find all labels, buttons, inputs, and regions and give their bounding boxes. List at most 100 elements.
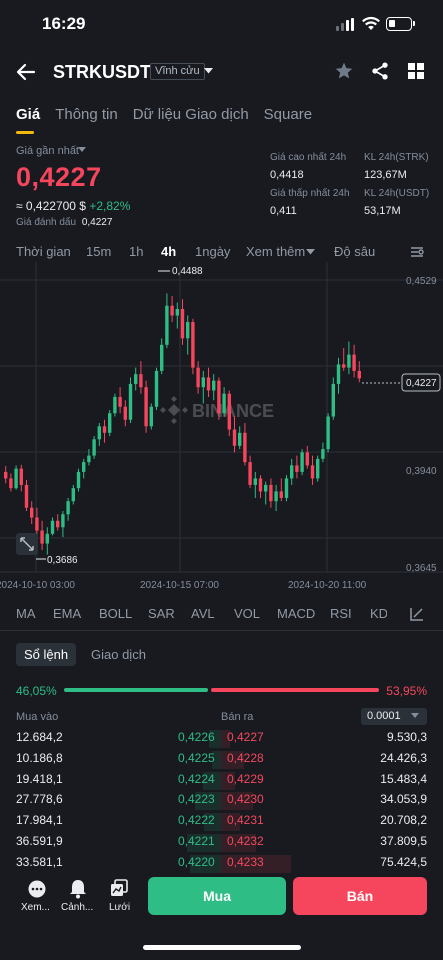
order-book-row[interactable]: 33.581,1 0,4220 0,4233 75.424,5 bbox=[0, 854, 443, 875]
candle-body bbox=[71, 488, 75, 502]
star-icon[interactable] bbox=[334, 61, 354, 81]
alert-label[interactable]: Cảnh... bbox=[61, 902, 94, 913]
candle-body bbox=[336, 364, 341, 384]
more-dropdown-icon[interactable] bbox=[306, 249, 315, 255]
symbol-dropdown-icon[interactable] bbox=[203, 67, 214, 75]
grid-label[interactable]: Lưới bbox=[109, 902, 131, 913]
share-icon[interactable] bbox=[370, 61, 390, 81]
tab-trades[interactable]: Giao dịch bbox=[91, 647, 146, 662]
vol-usdt-label: KL 24h(USDT) bbox=[364, 188, 430, 199]
last-price-label[interactable]: Giá gần nhất bbox=[16, 145, 79, 157]
timeframe-1h[interactable]: 1h bbox=[129, 244, 144, 259]
more-icon[interactable] bbox=[28, 880, 46, 898]
main-tabs: Giá Thông tin Dữ liệu Giao dịch Square bbox=[16, 106, 327, 123]
bid-depth-bar bbox=[189, 854, 221, 873]
candle-body bbox=[352, 354, 356, 371]
candle-body bbox=[196, 367, 200, 388]
order-book-row[interactable]: 36.591,9 0,4221 0,4232 37.809,5 bbox=[0, 834, 443, 854]
symbol-title[interactable]: STRKUSDT bbox=[53, 62, 151, 82]
timeframe-time[interactable]: Thời gian bbox=[16, 244, 71, 259]
x-tick-label: 2024-10-10 03:00 bbox=[0, 580, 75, 591]
candles-group bbox=[4, 293, 361, 555]
order-book-row[interactable]: 27.778,6 0,4223 0,4230 34.053,9 bbox=[0, 792, 443, 812]
indicator-rsi[interactable]: RSI bbox=[330, 606, 352, 621]
ask-quantity: 75.424,5 bbox=[380, 854, 427, 869]
timeframe-15m[interactable]: 15m bbox=[86, 244, 112, 259]
fullscreen-icon[interactable] bbox=[16, 533, 38, 555]
indicator-ma[interactable]: MA bbox=[16, 606, 36, 621]
ask-quantity: 34.053,9 bbox=[380, 792, 427, 807]
more-label[interactable]: Xem... bbox=[21, 902, 50, 913]
tick-dropdown-icon[interactable] bbox=[411, 713, 419, 719]
price-usd-line: ≈ 0,422700 $ +2,82% bbox=[16, 199, 130, 213]
candle-body bbox=[243, 432, 247, 463]
candle-body bbox=[24, 484, 29, 508]
candle-body bbox=[206, 377, 211, 391]
x-tick-label: 2024-10-20 11:00 bbox=[288, 580, 367, 591]
bid-price: 0,4223 bbox=[178, 792, 215, 807]
x-axis-labels: 2024-10-10 03:00 2024-10-15 07:00 2024-1… bbox=[0, 580, 367, 591]
candle-body bbox=[35, 517, 39, 531]
bid-quantity: 33.581,1 bbox=[16, 854, 63, 869]
sell-button[interactable]: Bán bbox=[293, 877, 427, 915]
candle-body bbox=[331, 383, 335, 417]
timeframe-1d[interactable]: 1ngày bbox=[195, 244, 231, 259]
candle-body bbox=[274, 491, 278, 502]
tab-price[interactable]: Giá bbox=[16, 106, 41, 123]
candle-body bbox=[61, 514, 65, 528]
candle-body bbox=[305, 452, 309, 466]
tab-info[interactable]: Thông tin bbox=[55, 106, 118, 123]
sell-column-label: Bán ra bbox=[221, 711, 254, 723]
bell-icon[interactable] bbox=[69, 879, 87, 899]
indicator-ema[interactable]: EMA bbox=[53, 606, 82, 621]
back-arrow-icon[interactable] bbox=[16, 63, 36, 81]
ask-price: 0,4227 bbox=[227, 730, 264, 744]
order-book-row[interactable]: 19.418,1 0,4224 0,4229 15.483,4 bbox=[0, 771, 443, 792]
chart-settings-icon[interactable] bbox=[410, 245, 424, 259]
candle-body bbox=[139, 374, 143, 388]
tick-size-select[interactable]: 0.0001 bbox=[361, 708, 427, 725]
depth-tab[interactable]: Độ sâu bbox=[334, 244, 376, 259]
bid-price: 0,4225 bbox=[178, 750, 215, 765]
ask-depth-bar bbox=[221, 813, 241, 832]
candle-body bbox=[160, 344, 164, 371]
candle-body bbox=[154, 370, 159, 407]
order-book-row[interactable]: 12.684,2 0,4226 0,4227 9.530,3 bbox=[0, 730, 443, 750]
bid-quantity: 19.418,1 bbox=[16, 771, 63, 786]
timeframe-more[interactable]: Xem thêm bbox=[246, 244, 306, 259]
high-24h-value: 0,4418 bbox=[270, 169, 304, 181]
indicator-edit-icon[interactable] bbox=[410, 607, 424, 621]
timeframe-4h[interactable]: 4h bbox=[161, 244, 177, 259]
candlestick-chart[interactable]: BINANCE 0,4529 0,3940 0,3645 2024-10-10 … bbox=[0, 262, 443, 596]
bid-price: 0,4226 bbox=[178, 730, 215, 744]
tab-order-book[interactable]: Sổ lệnh bbox=[16, 643, 77, 666]
buy-button[interactable]: Mua bbox=[148, 877, 286, 915]
indicator-vol[interactable]: VOL bbox=[234, 606, 261, 621]
ask-depth-bar bbox=[221, 854, 291, 873]
candle-body bbox=[201, 377, 205, 388]
ask-ratio: 53,95% bbox=[386, 684, 427, 698]
order-book-row[interactable]: 10.186,8 0,4225 0,4228 24.426,3 bbox=[0, 750, 443, 771]
grid-bot-icon[interactable] bbox=[110, 879, 128, 897]
tab-trading-data[interactable]: Dữ liệu Giao dịch bbox=[132, 106, 249, 123]
bid-price: 0,4222 bbox=[178, 813, 215, 828]
candle-body bbox=[321, 449, 325, 459]
candle-body bbox=[134, 374, 138, 384]
candle-body bbox=[102, 426, 107, 433]
indicator-kdj[interactable]: KDJ bbox=[370, 606, 387, 621]
indicator-boll[interactable]: BOLL bbox=[99, 606, 133, 621]
indicator-macd[interactable]: MACD bbox=[277, 606, 316, 621]
ask-price: 0,4229 bbox=[227, 771, 264, 786]
last-price-dropdown-icon[interactable] bbox=[78, 147, 86, 153]
ask-depth-bar bbox=[221, 730, 230, 748]
candle-body bbox=[191, 322, 195, 368]
tab-square[interactable]: Square bbox=[263, 106, 313, 123]
high-price-label: 0,4488 bbox=[172, 266, 203, 277]
current-price-label: 0,4227 bbox=[406, 378, 437, 389]
indicator-avl[interactable]: AVL bbox=[191, 606, 215, 621]
grid-menu-icon[interactable] bbox=[407, 62, 425, 80]
candle-body bbox=[108, 413, 112, 433]
indicator-sar[interactable]: SAR bbox=[148, 606, 175, 621]
candle-body bbox=[238, 432, 242, 446]
order-book-row[interactable]: 17.984,1 0,4222 0,4231 20.708,2 bbox=[0, 813, 443, 833]
